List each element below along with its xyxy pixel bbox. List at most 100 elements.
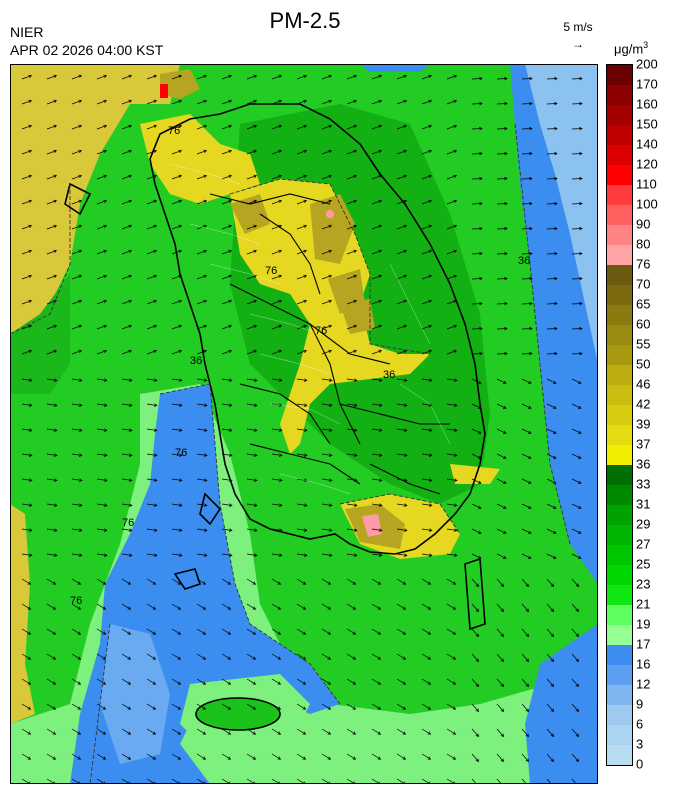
wind-arrow xyxy=(571,628,580,638)
legend-color-box xyxy=(607,325,632,345)
wind-arrow xyxy=(221,99,233,105)
wind-arrow xyxy=(71,299,83,305)
wind-arrow xyxy=(221,753,232,760)
wind-arrow xyxy=(96,528,108,532)
wind-arrow xyxy=(246,299,258,305)
wind-arrow xyxy=(521,678,530,688)
wind-arrow xyxy=(71,728,82,735)
wind-arrow xyxy=(521,728,530,738)
southwest-light-blue xyxy=(100,624,170,764)
wind-arrow xyxy=(121,324,133,330)
wind-arrow xyxy=(196,628,207,635)
legend-tick-label: 70 xyxy=(636,276,651,292)
legend-tick-label: 25 xyxy=(636,556,651,572)
wind-arrow xyxy=(546,403,557,409)
wind-arrow xyxy=(296,453,308,457)
wind-arrow xyxy=(421,753,432,760)
wind-arrow xyxy=(21,199,33,205)
legend-tick-label: 200 xyxy=(636,56,658,72)
wind-arrow xyxy=(21,528,33,532)
legend-color-box xyxy=(607,545,632,565)
legend-tick-label: 12 xyxy=(636,676,651,692)
wind-arrow xyxy=(46,403,58,407)
wind-arrow xyxy=(171,503,183,507)
wind-arrow xyxy=(546,528,557,534)
wind-arrow xyxy=(21,478,33,482)
north-blue-blob xyxy=(360,64,430,72)
wind-arrow xyxy=(396,453,408,457)
wind-arrow xyxy=(546,151,558,156)
wind-arrow xyxy=(246,428,258,432)
wind-arrow xyxy=(346,703,357,710)
wind-arrow xyxy=(496,301,508,306)
wind-arrow xyxy=(21,728,32,735)
wind-arrow xyxy=(121,74,133,80)
legend-color-box xyxy=(607,445,632,465)
legend-color-box xyxy=(607,345,632,365)
wind-arrow xyxy=(446,99,458,105)
wind-arrow xyxy=(196,299,208,305)
wind-arrow xyxy=(146,74,158,80)
legend-color-box xyxy=(607,645,632,665)
wind-arrow xyxy=(171,528,183,532)
wind-arrow xyxy=(171,149,183,155)
olive-north xyxy=(160,69,200,99)
wind-arrow xyxy=(171,199,183,205)
legend-color-box xyxy=(607,465,632,485)
wind-arrow xyxy=(371,324,383,330)
legend-tick-label: 29 xyxy=(636,516,651,532)
wind-arrow xyxy=(46,199,58,205)
wind-arrow xyxy=(521,778,529,784)
wind-arrow xyxy=(421,478,433,482)
wind-arrow xyxy=(271,74,283,80)
wind-arrow xyxy=(346,299,358,305)
wind-arrow xyxy=(146,578,157,585)
contour-label: 36 xyxy=(190,355,202,367)
wind-arrow xyxy=(46,149,58,155)
legend-color-box xyxy=(607,125,632,145)
wind-arrow xyxy=(96,428,108,432)
wind-arrow xyxy=(96,553,108,557)
wind-arrow xyxy=(221,224,233,230)
wind-arrow xyxy=(521,403,532,409)
wind-arrow xyxy=(521,101,533,106)
wind-arrow xyxy=(271,174,283,180)
wind-arrow xyxy=(571,528,582,534)
wind-arrow xyxy=(96,99,108,105)
wind-reference-label: 5 m/s xyxy=(563,20,593,34)
wind-arrow xyxy=(571,753,580,763)
wind-arrow xyxy=(296,653,307,660)
contour-label-group: 76 76 76 76 36 36 36 76 76 xyxy=(70,125,530,607)
unit-label: μg/m3 xyxy=(614,40,648,56)
wind-arrow xyxy=(21,224,33,230)
wind-arrow xyxy=(171,678,182,685)
east-yellow-patch xyxy=(450,464,500,484)
wind-arrow xyxy=(171,349,183,355)
wind-arrow xyxy=(121,753,132,760)
wind-arrow xyxy=(346,149,358,155)
wind-arrow xyxy=(571,678,580,688)
wind-arrow xyxy=(221,324,233,330)
wind-arrow xyxy=(96,403,108,407)
wind-arrow xyxy=(21,703,32,710)
wind-arrow xyxy=(546,101,558,106)
wind-arrow xyxy=(221,728,232,735)
wind-arrow xyxy=(496,528,507,534)
wind-arrow xyxy=(296,403,308,407)
wind-arrow xyxy=(321,224,333,230)
wind-arrow xyxy=(321,428,333,432)
unit-superscript: 3 xyxy=(643,40,649,50)
wind-arrow xyxy=(96,603,107,610)
wind-arrow xyxy=(496,226,508,231)
wind-arrow xyxy=(146,149,158,155)
wind-arrow xyxy=(71,324,83,330)
wind-arrow xyxy=(296,324,308,330)
wind-arrow xyxy=(371,99,383,105)
legend-color-box xyxy=(607,405,632,425)
legend-tick-label: 170 xyxy=(636,76,658,92)
olive-centre-3 xyxy=(340,299,375,334)
wind-arrow xyxy=(121,174,133,180)
wind-arrow xyxy=(571,403,582,409)
wind-arrow xyxy=(296,74,308,80)
northwest-yellow-patch xyxy=(140,114,260,204)
